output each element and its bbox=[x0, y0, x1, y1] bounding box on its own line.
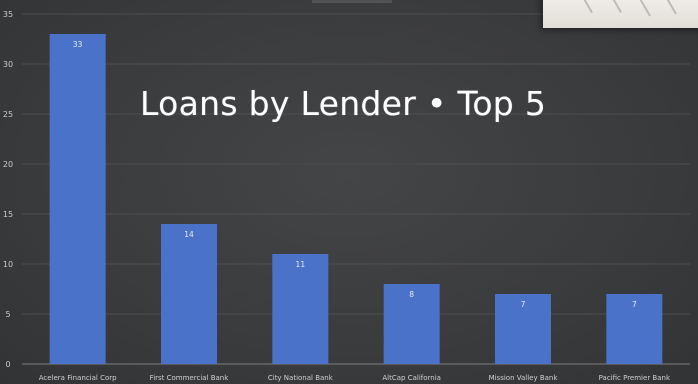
data-label: 33 bbox=[73, 40, 83, 49]
y-tick-label: 20 bbox=[3, 160, 13, 169]
bar bbox=[606, 294, 663, 364]
x-tick-label: First Commercial Bank bbox=[150, 374, 230, 382]
gridlines bbox=[22, 13, 690, 365]
y-tick-label: 10 bbox=[3, 260, 13, 269]
bar bbox=[495, 294, 551, 364]
data-labels: 33 14 11 8 7 7 bbox=[73, 40, 637, 309]
chart-title: Loans by Lender • Top 5 bbox=[140, 84, 547, 123]
y-tick-label: 0 bbox=[5, 360, 10, 369]
y-axis-ticks: 0 5 10 15 20 25 30 35 bbox=[3, 10, 13, 369]
x-axis-ticks: Acelera Financial Corp First Commercial B… bbox=[39, 374, 671, 382]
x-tick-label: City National Bank bbox=[268, 374, 334, 382]
y-tick-label: 5 bbox=[5, 310, 10, 319]
bars bbox=[49, 34, 663, 364]
x-tick-label: AltCap California bbox=[382, 374, 441, 382]
bar bbox=[272, 254, 329, 364]
y-tick-label: 30 bbox=[3, 60, 13, 69]
y-tick-label: 35 bbox=[3, 10, 13, 19]
paper-sheet-overlay bbox=[543, 0, 698, 28]
x-tick-label: Mission Valley Bank bbox=[489, 374, 559, 382]
bar bbox=[161, 224, 217, 364]
data-label: 8 bbox=[409, 290, 414, 299]
data-label: 7 bbox=[632, 300, 637, 309]
y-tick-label: 15 bbox=[3, 210, 13, 219]
data-label: 11 bbox=[296, 260, 306, 269]
x-tick-label: Acelera Financial Corp bbox=[39, 374, 117, 382]
top-edge-smudge bbox=[312, 0, 392, 3]
bar bbox=[383, 284, 440, 364]
x-tick-label: Pacific Premier Bank bbox=[599, 374, 671, 382]
data-label: 7 bbox=[521, 300, 526, 309]
data-label: 14 bbox=[184, 230, 194, 239]
bar bbox=[49, 34, 106, 364]
y-tick-label: 25 bbox=[3, 110, 13, 119]
